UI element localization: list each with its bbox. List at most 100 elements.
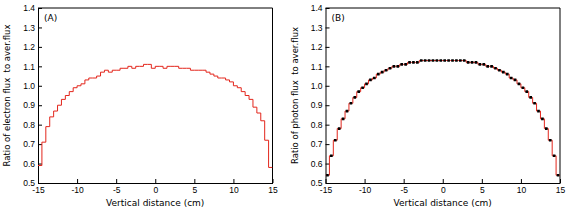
step [202, 70, 206, 71]
step [525, 91, 529, 92]
step [151, 68, 155, 69]
step-riser [352, 97, 353, 103]
y-tick-mark [326, 164, 330, 165]
step-riser [264, 121, 265, 140]
step [392, 66, 396, 67]
frame [560, 8, 561, 183]
marker [346, 110, 349, 113]
step [376, 74, 380, 75]
step [353, 97, 357, 98]
step [237, 87, 241, 88]
y-tick-mark [38, 164, 42, 165]
step-riser [252, 99, 253, 107]
step [521, 87, 525, 88]
step [384, 70, 388, 71]
step-riser [53, 111, 54, 117]
marker [549, 139, 552, 142]
step-riser [360, 88, 361, 92]
step [357, 91, 361, 92]
step [470, 62, 474, 63]
step [46, 126, 50, 127]
step-riser [233, 82, 234, 86]
panel: -15-10-50510150.50.60.70.80.91.01.11.21.… [290, 3, 566, 208]
step [101, 72, 105, 73]
marker [330, 154, 333, 157]
step [451, 60, 455, 61]
marker [357, 90, 360, 93]
x-tick-mark [116, 179, 117, 183]
step [167, 66, 171, 67]
marker [557, 174, 560, 177]
marker [420, 59, 423, 62]
step [478, 64, 482, 65]
step [368, 79, 372, 80]
y-tick: 1.2 [311, 42, 330, 52]
x-tick: 10 [229, 179, 239, 195]
step [396, 66, 400, 67]
step [187, 68, 191, 69]
x-tick: -10 [359, 179, 372, 195]
step [404, 64, 408, 65]
marker [389, 67, 392, 70]
step [439, 60, 443, 61]
step [183, 68, 187, 69]
step-riser [260, 113, 261, 121]
step [443, 60, 447, 61]
y-tick-mark [38, 66, 42, 67]
marker [350, 102, 353, 105]
panel-title: (B) [332, 13, 345, 23]
step [501, 72, 505, 73]
step [490, 66, 494, 67]
step [241, 91, 245, 92]
x-tick-label: 10 [229, 185, 239, 195]
y-tick: 0.6 [311, 159, 330, 169]
step-riser [356, 92, 357, 98]
step [89, 78, 93, 79]
x-tick-mark [404, 179, 405, 183]
step-riser [57, 105, 58, 111]
step-riser [337, 129, 338, 141]
x-tick: 10 [517, 179, 527, 195]
y-tick-mark [326, 47, 330, 48]
y-tick-mark [326, 183, 330, 184]
marker [486, 65, 489, 68]
marker [373, 77, 376, 80]
step [61, 99, 65, 100]
y-tick-label: 1.0 [311, 81, 323, 91]
y-tick: 1.0 [23, 81, 42, 91]
marker [522, 86, 525, 89]
y-tick-label: 1.2 [23, 42, 35, 52]
step-riser [556, 156, 557, 175]
marker [467, 61, 470, 64]
y-tick-mark [326, 105, 330, 106]
step [533, 103, 537, 104]
step-riser [41, 142, 42, 165]
y-tick-mark [38, 105, 42, 106]
y-tick-label: 1.2 [311, 42, 323, 52]
step [136, 66, 140, 67]
y-tick-mark [326, 144, 330, 145]
y-tick-label: 0.7 [311, 139, 323, 149]
marker [518, 83, 521, 86]
y-tick-label: 0.6 [23, 159, 35, 169]
marker [490, 65, 493, 68]
marker [498, 69, 501, 72]
x-tick-label: -5 [400, 185, 408, 195]
x-tick-mark [273, 179, 274, 183]
marker [334, 139, 337, 142]
marker [408, 61, 411, 64]
step [42, 142, 46, 143]
step [230, 81, 234, 82]
step [548, 140, 552, 141]
step [466, 62, 470, 63]
y-tick-mark [38, 144, 42, 145]
step [214, 76, 218, 77]
step [116, 70, 120, 71]
y-tick: 0.7 [23, 139, 42, 149]
step [249, 99, 253, 100]
x-tick-label: -10 [71, 185, 84, 195]
step [65, 95, 69, 96]
plot-area [38, 64, 273, 167]
marker [381, 71, 384, 74]
step [517, 83, 521, 84]
